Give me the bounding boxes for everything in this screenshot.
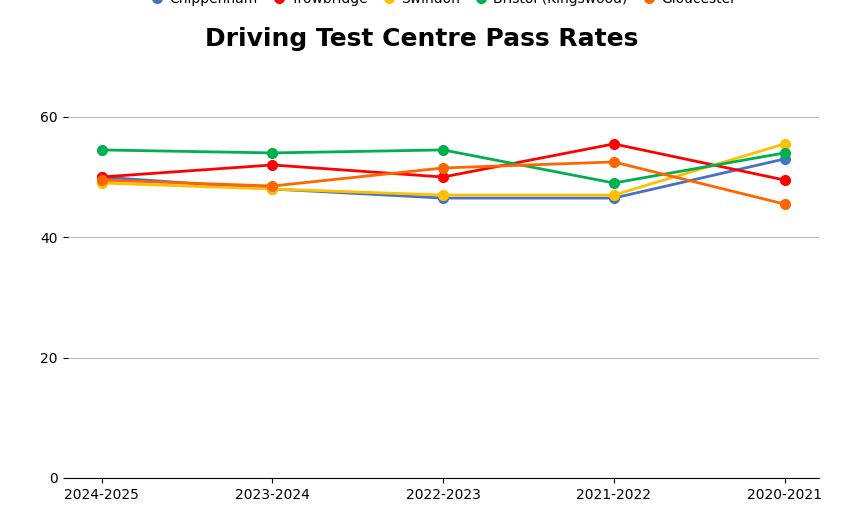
Legend: Chippenham, Trowbridge, Swindon, Bristol (Kingswood), Gloucester: Chippenham, Trowbridge, Swindon, Bristol… xyxy=(144,0,742,12)
Line: Trowbridge: Trowbridge xyxy=(97,139,789,185)
Chippenham xyxy=(609,195,619,201)
Line: Gloucester: Gloucester xyxy=(97,157,789,209)
Line: Swindon: Swindon xyxy=(97,139,789,200)
Gloucester xyxy=(96,177,106,183)
Trowbridge xyxy=(268,162,278,168)
Chippenham xyxy=(268,186,278,192)
Trowbridge xyxy=(438,174,448,180)
Bristol (Kingswood) xyxy=(780,150,790,156)
Chippenham xyxy=(96,174,106,180)
Chippenham xyxy=(438,195,448,201)
Bristol (Kingswood) xyxy=(438,147,448,153)
Trowbridge xyxy=(780,177,790,183)
Gloucester xyxy=(268,183,278,189)
Bristol (Kingswood) xyxy=(96,147,106,153)
Bristol (Kingswood) xyxy=(609,180,619,186)
Trowbridge xyxy=(96,174,106,180)
Swindon xyxy=(609,192,619,198)
Gloucester xyxy=(438,165,448,171)
Line: Chippenham: Chippenham xyxy=(97,154,789,203)
Bristol (Kingswood) xyxy=(268,150,278,156)
Swindon xyxy=(780,141,790,147)
Swindon xyxy=(438,192,448,198)
Trowbridge xyxy=(609,141,619,147)
Gloucester xyxy=(609,159,619,165)
Text: Driving Test Centre Pass Rates: Driving Test Centre Pass Rates xyxy=(205,27,639,50)
Swindon xyxy=(96,180,106,186)
Chippenham xyxy=(780,156,790,162)
Line: Bristol (Kingswood): Bristol (Kingswood) xyxy=(97,145,789,188)
Gloucester xyxy=(780,201,790,207)
Swindon xyxy=(268,186,278,192)
